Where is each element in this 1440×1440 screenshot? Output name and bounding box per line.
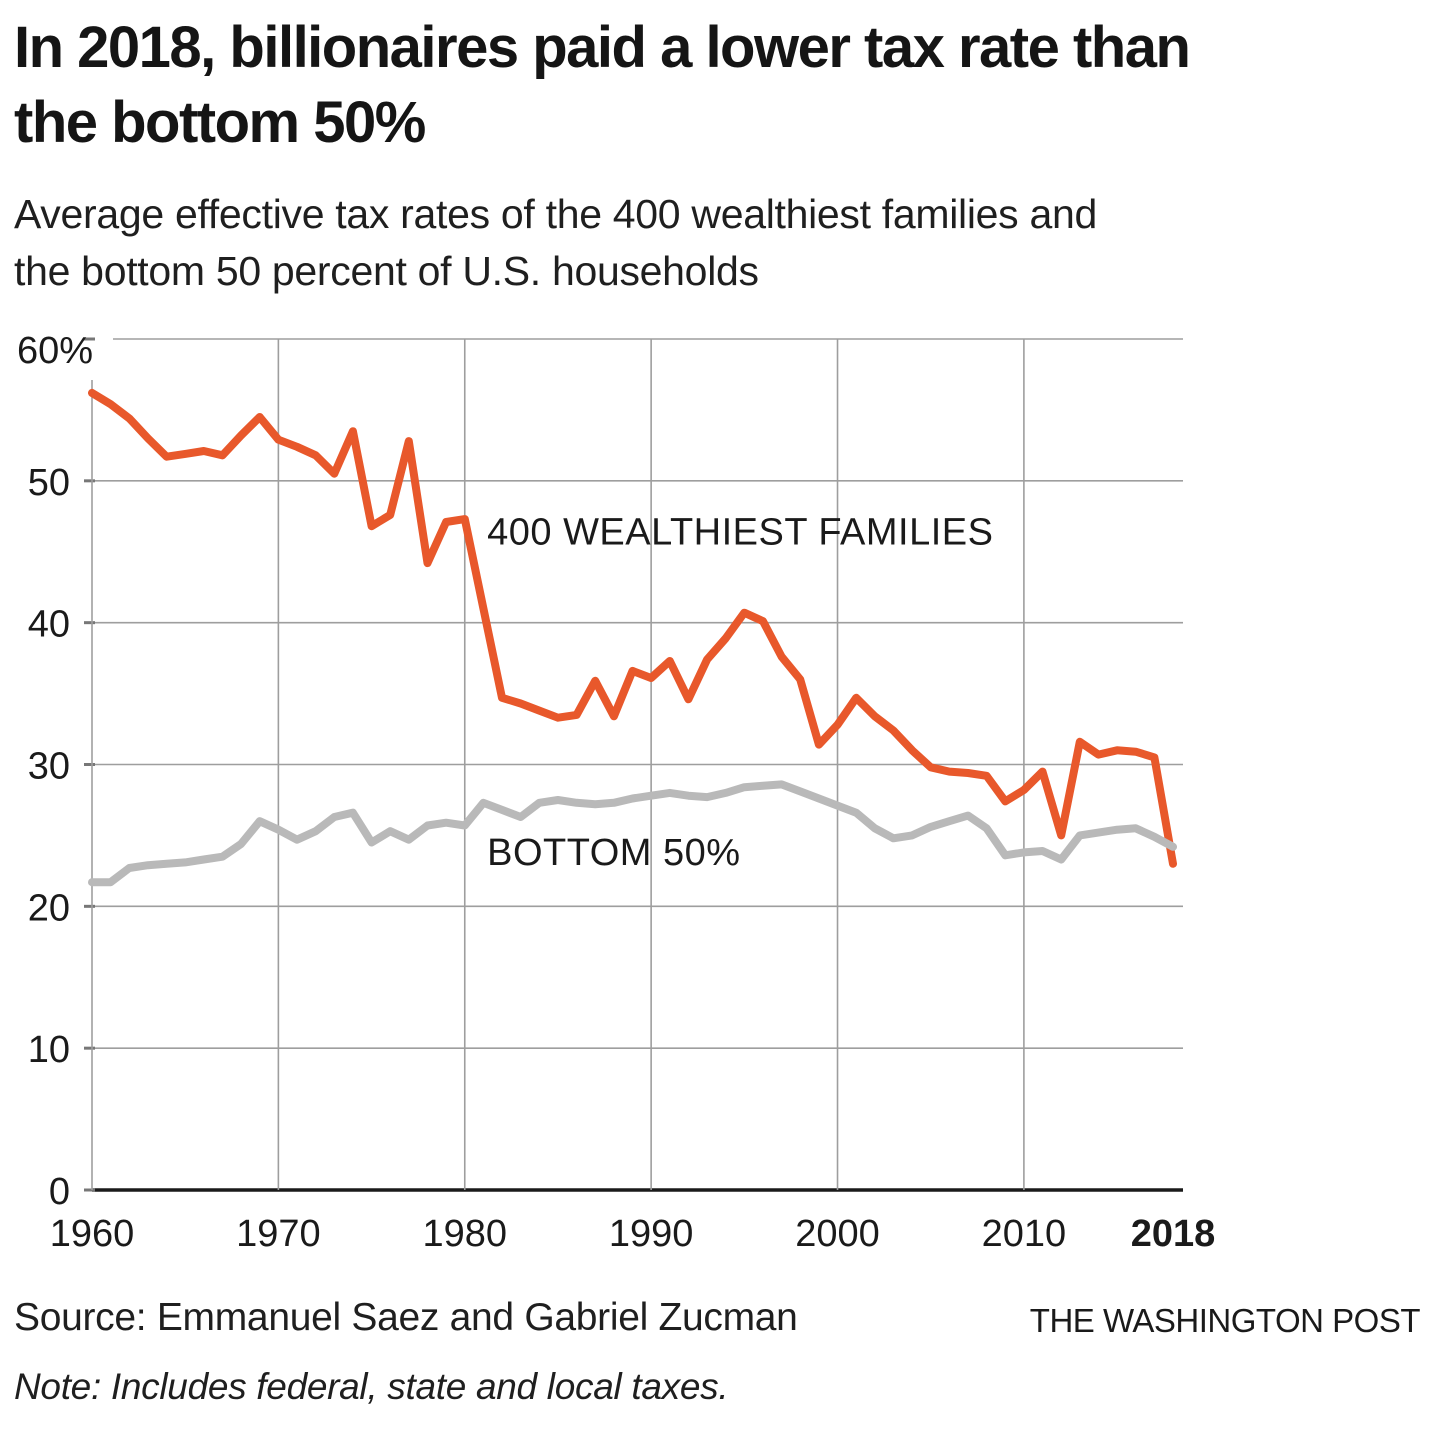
x-axis-label-2010: 2010 [982, 1213, 1067, 1255]
x-axis-label-1970: 1970 [236, 1213, 321, 1255]
y-axis-label-0: 0 [49, 1171, 70, 1213]
series-line-400-wealthiest-families [88, 388, 1177, 868]
chart-subtitle: Average effective tax rates of the 400 w… [14, 186, 1426, 300]
chart-subtitle-line-2: the bottom 50 percent of U.S. households [14, 248, 759, 294]
series-label-400-wealthiest-families: 400 WEALTHIEST FAMILIES [487, 512, 993, 554]
footnote: Note: Includes federal, state and local … [14, 1366, 729, 1407]
series-label-bottom-50: BOTTOM 50% [487, 832, 740, 874]
y-axis-label-60: 60% [17, 330, 93, 372]
x-axis-label-1960: 1960 [50, 1213, 135, 1255]
source-credit: Source: Emmanuel Saez and Gabriel Zucman [14, 1296, 798, 1339]
chart-subtitle-line-1: Average effective tax rates of the 400 w… [14, 191, 1097, 237]
publisher-credit: THE WASHINGTON POST [1029, 1302, 1421, 1339]
y-axis-label-10: 10 [28, 1029, 70, 1071]
y-axis-label-50: 50 [28, 462, 70, 504]
y-axis-label-30: 30 [28, 746, 70, 788]
x-axis-label-2000: 2000 [795, 1213, 880, 1255]
x-axis-label-1990: 1990 [609, 1213, 694, 1255]
series-line-bottom-50 [88, 780, 1177, 887]
x-axis-label-2018: 2018 [1131, 1213, 1216, 1255]
y-axis-label-20: 20 [28, 887, 70, 929]
y-axis-label-40: 40 [28, 604, 70, 646]
page-title-line-2: the bottom 50% [14, 90, 426, 155]
page-title-line-1: In 2018, billionaires paid a lower tax r… [14, 15, 1191, 80]
x-axis-label-1980: 1980 [422, 1213, 507, 1255]
chart-header: In 2018, billionaires paid a lower tax r… [14, 10, 1426, 300]
